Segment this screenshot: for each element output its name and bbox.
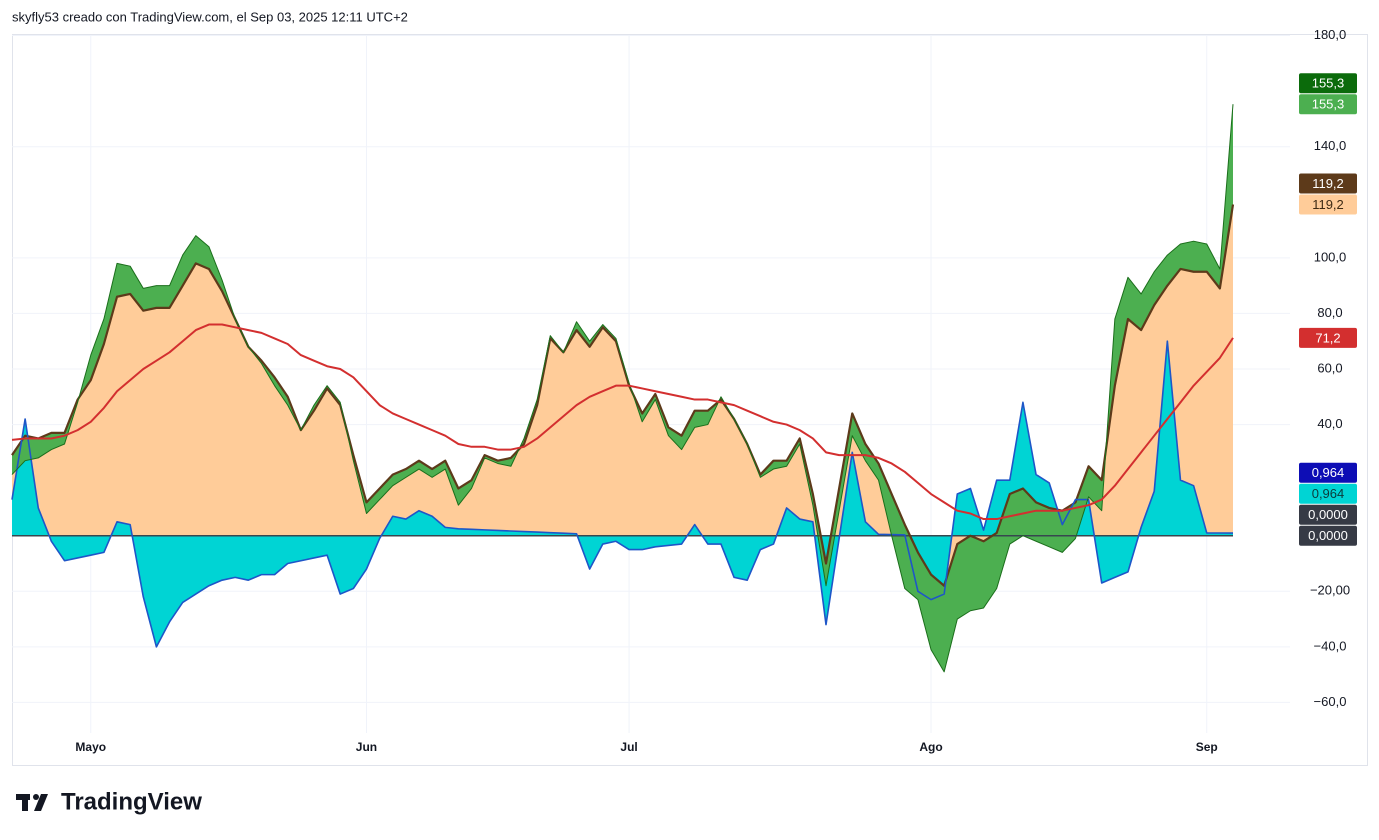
area-fill: [12, 204, 1233, 586]
price-tag: [1299, 73, 1357, 94]
y-tick-label: 80,0: [1317, 305, 1342, 320]
series-line: [11, 340, 1234, 648]
price-tag: [1299, 525, 1357, 546]
series-line: [11, 104, 1234, 673]
series-line: [11, 323, 1234, 521]
x-tick-label: Jun: [356, 740, 377, 754]
price-tag-label: 0,0000: [1308, 507, 1348, 522]
price-tag: [1299, 483, 1357, 504]
y-tick-label: 180,0: [1314, 27, 1347, 42]
logo-text: TradingView: [61, 788, 202, 815]
x-tick-label: Sep: [1196, 740, 1218, 754]
price-tag-label: 119,2: [1312, 176, 1344, 191]
price-tag-label: 155,3: [1312, 76, 1345, 91]
logo: TradingView: [16, 788, 202, 815]
price-tag: [1299, 94, 1357, 115]
y-tick-label: −40,0: [1314, 638, 1347, 653]
price-tag-label: 71,2: [1315, 330, 1340, 345]
price-tag-label: 119,2: [1312, 197, 1344, 212]
price-tag: [1299, 504, 1357, 525]
price-tag: [1299, 173, 1357, 194]
y-tick-label: −20,00: [1310, 583, 1350, 598]
logo-icon: [34, 794, 48, 811]
y-tick-label: 140,0: [1314, 138, 1347, 153]
y-tick-label: 100,0: [1314, 249, 1347, 264]
price-tag: [1299, 327, 1357, 348]
header: skyfly53 creado con TradingView.com, el …: [12, 9, 408, 24]
price-tag-label: 0,964: [1312, 465, 1345, 480]
frame: [12, 34, 1368, 766]
price-tag-label: 0,0000: [1308, 528, 1348, 543]
logo-icon: [33, 794, 39, 800]
x-tick-label: Jul: [620, 740, 637, 754]
y-tick-label: 60,0: [1317, 360, 1342, 375]
price-tag-label: 155,3: [1312, 97, 1345, 112]
axis: 180,0 140,0 100,0 80,0 60,0 40,0 −20,00 −40,0 −6…: [75, 27, 1357, 754]
plot: [11, 104, 1235, 673]
x-tick-label: Ago: [919, 740, 942, 754]
y-tick-label: −60,0: [1314, 694, 1347, 709]
x-tick-label: Mayo: [75, 740, 106, 754]
logo-icon: [22, 794, 28, 811]
y-tick-label: 40,0: [1317, 416, 1342, 431]
series-line: [11, 204, 1235, 587]
price-tag: [1299, 462, 1357, 483]
price-tag-label: 0,964: [1312, 486, 1345, 501]
price-tag: [1299, 194, 1357, 215]
